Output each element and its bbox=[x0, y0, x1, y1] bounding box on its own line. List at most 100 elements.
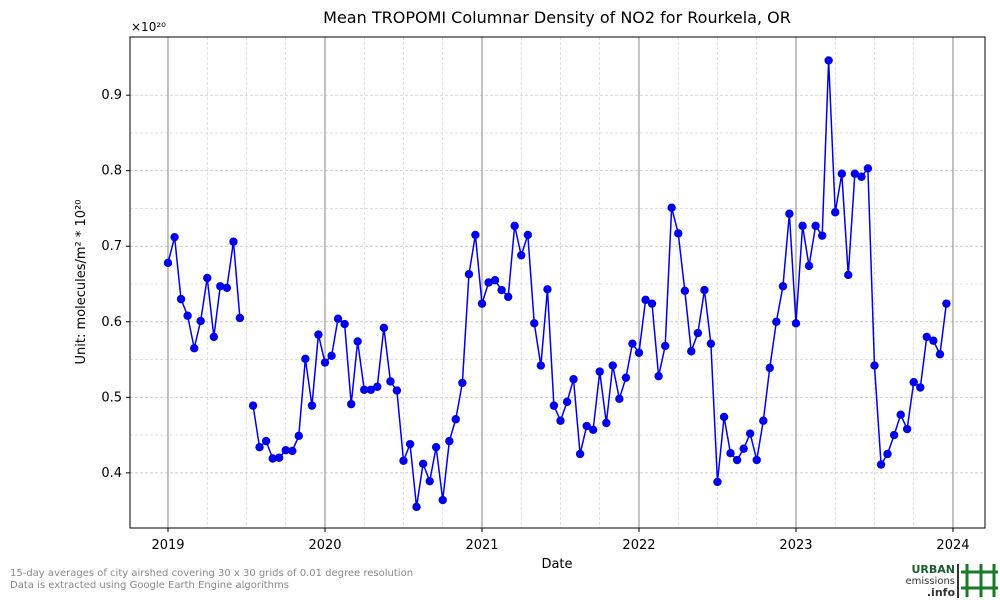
data-point bbox=[745, 429, 755, 438]
data-point bbox=[386, 377, 395, 386]
data-point bbox=[674, 229, 683, 238]
data-point bbox=[425, 476, 434, 486]
data-point bbox=[431, 442, 441, 452]
x-tick-label: 2023 bbox=[779, 538, 812, 553]
data-point bbox=[504, 292, 513, 302]
data-point bbox=[916, 383, 925, 392]
data-point bbox=[785, 209, 794, 218]
data-point bbox=[902, 424, 912, 434]
data-point bbox=[700, 285, 709, 295]
data-point bbox=[170, 232, 179, 242]
data-point bbox=[320, 358, 330, 367]
data-point bbox=[562, 397, 572, 407]
plot-frame bbox=[129, 36, 986, 529]
data-point bbox=[772, 317, 781, 326]
data-point bbox=[615, 394, 624, 404]
logo-text: emissions bbox=[905, 576, 955, 587]
data-point bbox=[634, 348, 644, 357]
data-point bbox=[229, 237, 238, 246]
x-axis-label: Date bbox=[541, 557, 572, 572]
logo-text: .info bbox=[927, 586, 956, 599]
data-point bbox=[935, 350, 945, 359]
data-point bbox=[608, 361, 617, 370]
data-point bbox=[929, 336, 938, 345]
data-point bbox=[340, 319, 349, 329]
data-point bbox=[176, 294, 186, 304]
data-point bbox=[693, 328, 703, 338]
data-point bbox=[726, 449, 735, 458]
data-point bbox=[216, 282, 225, 291]
data-point bbox=[719, 412, 729, 422]
data-point bbox=[261, 436, 271, 446]
data-point bbox=[602, 418, 611, 428]
data-point bbox=[190, 344, 199, 353]
data-point bbox=[660, 341, 670, 351]
data-point bbox=[595, 367, 604, 376]
data-point bbox=[183, 311, 192, 320]
x-tick-label: 2020 bbox=[308, 538, 341, 553]
data-point bbox=[248, 401, 258, 410]
data-point bbox=[405, 439, 415, 449]
data-point bbox=[373, 382, 382, 391]
data-point bbox=[543, 285, 552, 294]
footnote: 15-day averages of city airshed covering… bbox=[10, 568, 413, 579]
data-point bbox=[850, 169, 860, 178]
data-point bbox=[353, 337, 362, 346]
y-offset-label: ×10²⁰ bbox=[131, 20, 166, 34]
data-point bbox=[458, 378, 467, 388]
data-point bbox=[307, 401, 317, 410]
data-point bbox=[588, 425, 598, 434]
y-tick-label: 0.4 bbox=[101, 466, 122, 481]
data-point bbox=[445, 436, 454, 446]
data-point bbox=[235, 313, 245, 323]
data-point bbox=[536, 361, 546, 370]
data-point bbox=[778, 282, 788, 291]
data-point bbox=[896, 410, 905, 419]
data-point bbox=[451, 415, 460, 424]
data-point bbox=[163, 258, 173, 268]
data-point bbox=[497, 285, 506, 295]
data-point bbox=[870, 361, 879, 370]
data-point bbox=[556, 416, 565, 425]
data-point bbox=[687, 347, 696, 356]
data-point bbox=[484, 278, 493, 287]
y-tick-label: 0.5 bbox=[101, 390, 122, 405]
data-point bbox=[366, 385, 376, 394]
data-point bbox=[759, 416, 768, 425]
y-tick-label: 0.6 bbox=[101, 315, 122, 330]
data-point bbox=[438, 495, 447, 505]
x-tick-label: 2019 bbox=[151, 538, 184, 553]
data-point bbox=[824, 56, 833, 65]
logo: URBAN emissions .info bbox=[905, 563, 998, 599]
y-tick-label: 0.9 bbox=[101, 88, 122, 103]
data-line bbox=[167, 60, 948, 507]
data-point bbox=[654, 371, 663, 381]
data-point bbox=[667, 203, 676, 212]
data-point bbox=[909, 378, 918, 387]
x-tick-label: 2022 bbox=[622, 538, 655, 553]
data-point bbox=[804, 261, 814, 271]
data-point bbox=[294, 431, 303, 441]
data-point bbox=[412, 502, 421, 512]
data-point bbox=[281, 445, 290, 455]
data-point bbox=[863, 164, 873, 173]
data-point bbox=[196, 316, 205, 326]
data-point bbox=[752, 455, 761, 465]
data-point bbox=[530, 319, 539, 328]
data-point bbox=[798, 221, 807, 231]
data-point bbox=[628, 339, 637, 348]
data-point bbox=[517, 251, 526, 260]
data-point bbox=[471, 230, 480, 240]
data-point bbox=[549, 401, 559, 410]
data-point bbox=[582, 421, 591, 431]
data-point bbox=[680, 286, 690, 296]
data-point bbox=[360, 385, 369, 394]
data-point bbox=[477, 299, 487, 308]
data-point bbox=[844, 270, 853, 280]
chart-title: Mean TROPOMI Columnar Density of NO2 for… bbox=[323, 8, 791, 27]
data-point bbox=[706, 339, 716, 348]
y-tick-label: 0.8 bbox=[101, 164, 122, 179]
data-point bbox=[347, 399, 356, 409]
data-point bbox=[399, 456, 408, 465]
